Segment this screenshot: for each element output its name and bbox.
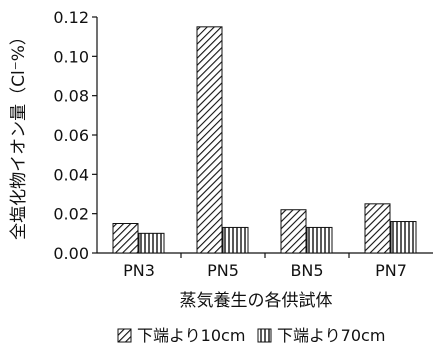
x-axis-label: 蒸気養生の各供試体	[180, 291, 333, 311]
bar-pn3-10cm	[112, 223, 139, 254]
x-tick-label: PN5	[207, 261, 239, 280]
x-tick-label: PN3	[123, 261, 155, 280]
y-tick-label: 0.02	[53, 205, 89, 224]
y-axis-label: 全塩化物イオン量（Cl⁻%）	[9, 28, 29, 240]
bar-pn7-10cm	[364, 203, 391, 254]
legend-label-10cm: 下端より10cm	[137, 326, 245, 345]
y-tick-label: 0.10	[53, 47, 89, 66]
x-tick-label: BN5	[290, 261, 323, 280]
legend: 下端より10cm 下端より70cm	[117, 326, 385, 345]
y-tick-label: 0.12	[53, 8, 89, 27]
legend-swatch-10cm	[117, 328, 132, 343]
y-tick-label: 0.04	[53, 165, 89, 184]
legend-label-70cm: 下端より70cm	[277, 326, 385, 345]
bar-pn7-70cm	[390, 221, 417, 254]
plot-area: 0.00 0.02 0.04 0.06 0.08 0.10 0.12 PN3 PN5 BN5 PN7	[53, 8, 433, 280]
bar-pn3-70cm	[138, 232, 165, 254]
legend-swatch-70cm	[257, 328, 272, 343]
bar-pn5-10cm	[196, 26, 223, 254]
y-tick-label: 0.00	[53, 244, 89, 263]
x-tick-label: PN7	[375, 261, 407, 280]
y-tick-label: 0.08	[53, 87, 89, 106]
y-tick-label: 0.06	[53, 126, 89, 145]
bar-bn5-70cm	[306, 226, 333, 254]
bar-pn5-70cm	[222, 226, 249, 254]
bar-bn5-10cm	[280, 209, 307, 254]
